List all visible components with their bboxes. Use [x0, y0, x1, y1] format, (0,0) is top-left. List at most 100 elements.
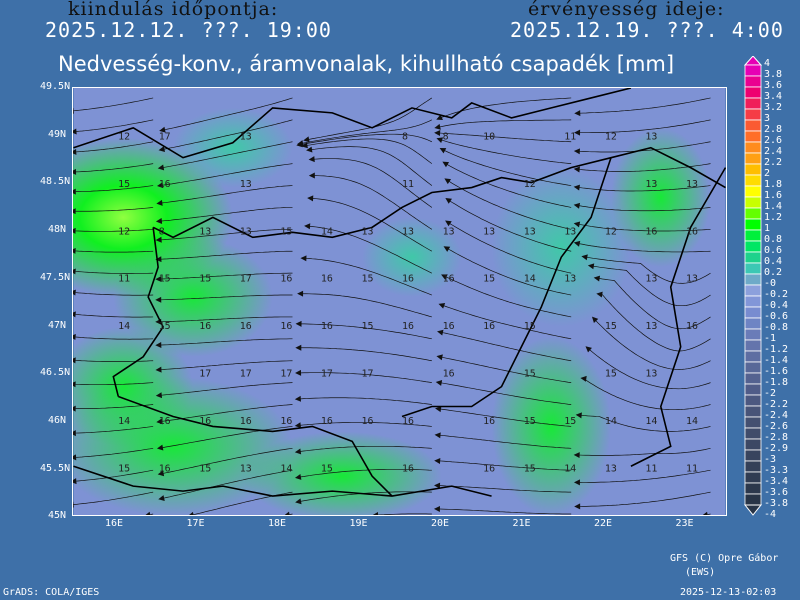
streamline	[158, 382, 293, 396]
colorbar-segment	[744, 306, 762, 319]
streamline-arrow	[73, 334, 76, 340]
colorbar-segment	[744, 339, 762, 352]
colorbar-segment	[744, 482, 762, 495]
value-label: 16	[645, 226, 657, 237]
streamline	[158, 338, 293, 346]
colorbar-segment	[744, 185, 762, 198]
streamline-arrow	[295, 320, 302, 327]
streamline-arrow	[156, 444, 164, 451]
value-label: 13	[645, 321, 657, 332]
value-label: 11	[118, 274, 130, 285]
colorbar-segment	[744, 405, 762, 418]
valid-label: érvényesség ideje:	[528, 0, 725, 20]
lat-label: 45.5N	[40, 462, 71, 474]
streamline	[298, 323, 432, 340]
streamline-arrow	[585, 346, 592, 353]
streamline-arrow	[145, 511, 151, 515]
streamline	[443, 275, 572, 318]
colorbar-label: 1.8	[764, 179, 783, 190]
streamline	[445, 247, 572, 296]
value-label: 13	[645, 179, 657, 190]
colorbar	[744, 56, 763, 516]
streamline-arrow	[301, 142, 308, 149]
value-label: 13	[524, 226, 536, 237]
colorbar-segment	[744, 207, 762, 220]
streamline-arrow	[433, 506, 440, 513]
colorbar-label: 0.2	[764, 267, 783, 278]
timestamp: 2025-12-13-02:03	[680, 587, 777, 598]
streamline	[159, 185, 293, 204]
streamline-arrow	[158, 146, 165, 153]
credit-text: GFS (C) Opre Gábor	[670, 553, 779, 564]
streamline	[73, 491, 154, 505]
streamline-arrow	[573, 240, 581, 247]
streamline	[306, 225, 432, 274]
streamline-arrow	[155, 236, 162, 243]
colorbar-label: -1.4	[764, 355, 789, 366]
value-label: 13	[240, 179, 252, 190]
colorbar-segment	[744, 229, 762, 242]
streamline-arrow	[437, 329, 444, 336]
grads-label: GrADS: COLA/IGES	[3, 587, 100, 598]
streamline-arrow	[573, 166, 580, 173]
colorbar-segment	[744, 262, 762, 275]
streamline-arrow	[73, 168, 77, 175]
streamline-arrow	[157, 164, 165, 171]
value-label: 11	[645, 463, 657, 474]
value-label: 16	[321, 416, 333, 427]
value-label: 13	[564, 226, 576, 237]
streamline	[75, 382, 154, 386]
value-label: 16	[321, 274, 333, 285]
streamline-arrow	[573, 479, 580, 486]
value-label: 17	[240, 274, 252, 285]
streamline	[311, 158, 433, 208]
streamline-arrow	[73, 208, 76, 215]
value-label: 15	[605, 369, 617, 380]
streamline	[446, 179, 572, 230]
value-label: 16	[402, 416, 414, 427]
colorbar-label: -3.6	[764, 487, 789, 498]
streamline-arrow	[434, 482, 441, 489]
streamline-arrow	[296, 141, 303, 148]
value-label: 16	[443, 369, 455, 380]
value-label: 15	[362, 274, 374, 285]
colorbar-segment	[744, 97, 762, 110]
border-hungary-west	[112, 227, 165, 397]
colorbar-segment	[744, 284, 762, 297]
streamline-arrow	[155, 342, 162, 349]
colorbar-segment	[744, 174, 762, 187]
streamline-arrow	[573, 221, 581, 228]
value-label: 16	[402, 463, 414, 474]
streamline	[75, 228, 154, 232]
colorbar-label: 2.4	[764, 146, 783, 157]
border-croatia	[118, 395, 393, 497]
streamline-arrow	[306, 146, 313, 153]
streamline-arrow	[189, 511, 194, 515]
colorbar-segment	[744, 427, 762, 440]
value-label: 16	[199, 321, 211, 332]
colorbar-segment	[744, 141, 762, 154]
colorbar-label: 1.2	[764, 212, 783, 223]
streamline	[378, 513, 432, 515]
value-label: 12	[524, 179, 536, 190]
colorbar-segment	[744, 416, 762, 429]
streamline-arrow	[591, 316, 599, 324]
streamline	[303, 257, 432, 296]
streamline	[299, 119, 432, 144]
streamline	[297, 422, 432, 427]
streamline	[442, 149, 572, 186]
colorbar-label: -1.6	[764, 366, 789, 377]
value-label: 14	[564, 463, 576, 474]
streamline	[583, 378, 711, 411]
value-label: 13	[240, 463, 252, 474]
lon-label: 22E	[594, 518, 613, 529]
colorbar-label: 2	[764, 168, 771, 179]
colorbar-label: -0.4	[764, 300, 789, 311]
colorbar-label: 2.2	[764, 157, 783, 168]
streamline-arrow	[573, 148, 580, 155]
lon-label: 19E	[349, 518, 368, 529]
streamline-arrow	[155, 296, 162, 303]
streamline-arrow	[434, 130, 441, 137]
streamline	[576, 185, 711, 192]
colorbar-segment	[744, 350, 762, 363]
